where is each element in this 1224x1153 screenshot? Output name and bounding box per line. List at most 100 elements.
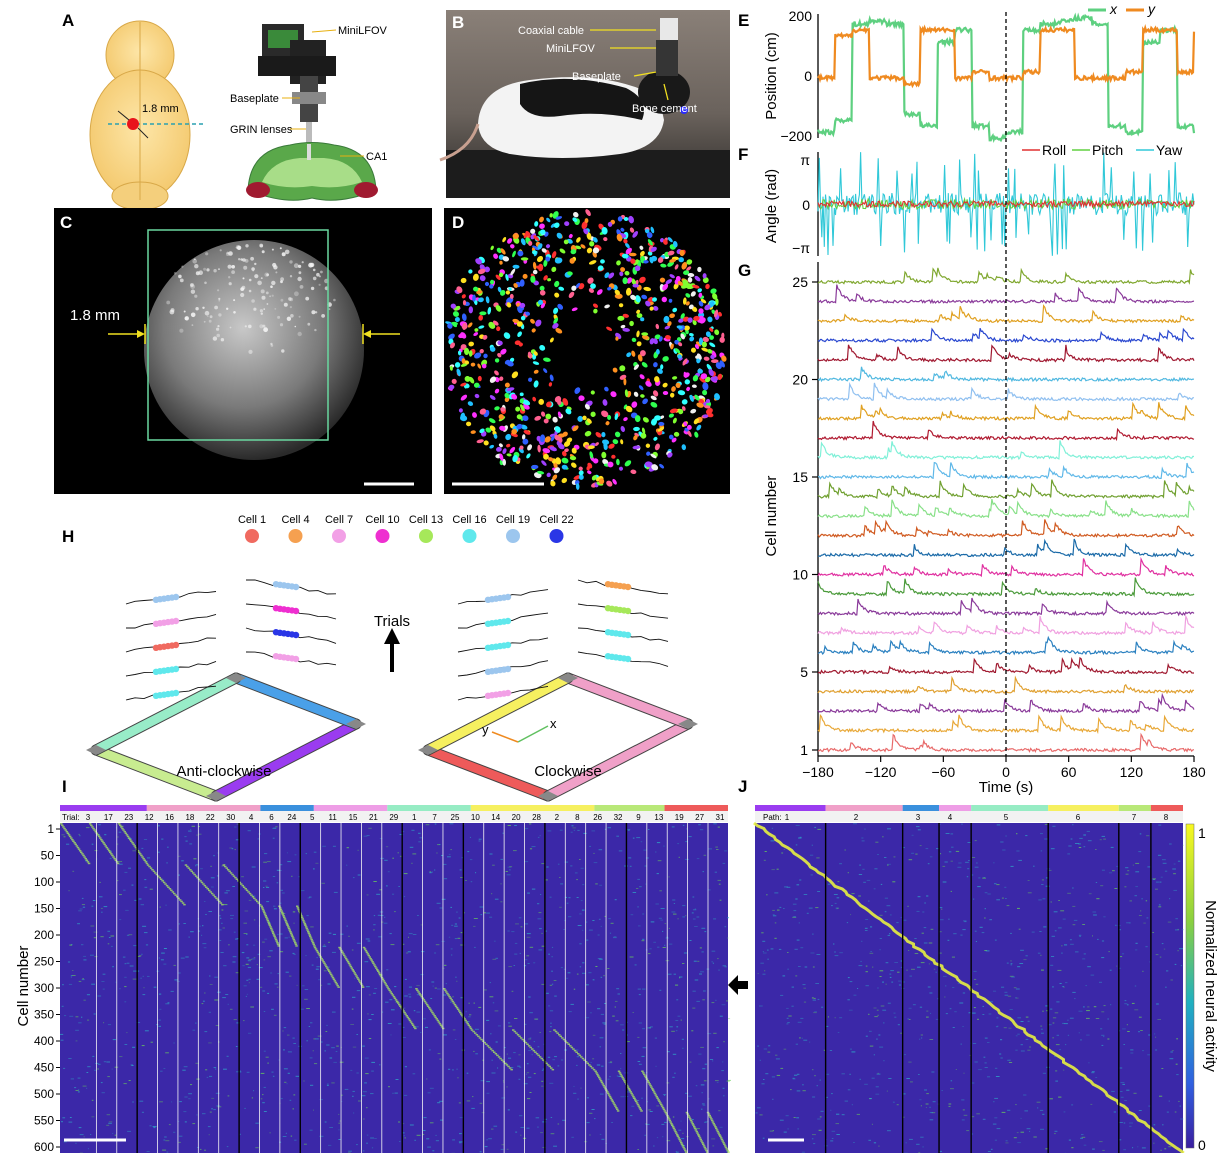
fov-circle bbox=[144, 240, 364, 460]
panel-f: F π 0 −π Angle (rad) Roll Pitch Yaw bbox=[738, 142, 1195, 256]
trials-arrow bbox=[384, 628, 400, 644]
cell-legend: Cell 1 Cell 4 Cell 7 Cell 10 Cell 13 Cell 16 C… bbox=[238, 514, 574, 543]
callout-minilfov-a: MiniLFOV bbox=[338, 25, 388, 37]
i-trial-label-11: 5 bbox=[310, 813, 315, 822]
i-trial-label-0: 3 bbox=[86, 813, 91, 822]
i-trial-lines bbox=[95, 823, 709, 1153]
i-trial-label-2: 23 bbox=[124, 813, 133, 822]
g-tick-20: 20 bbox=[792, 372, 808, 388]
cell-legend-label-1: Cell 4 bbox=[281, 514, 309, 526]
g-ylabel: Cell number bbox=[763, 476, 780, 557]
i-cell-tick-250: 250 bbox=[34, 955, 54, 969]
i-trial-label-9: 6 bbox=[269, 813, 274, 822]
roi-box bbox=[147, 229, 329, 441]
panel-j: J Path: 1 2 3 4 5 6 7 8 1 0 Normalized neural ac… bbox=[738, 777, 1219, 1153]
i-trial-label-28: 13 bbox=[654, 813, 663, 822]
callout-grin-lenses: GRIN lenses bbox=[230, 124, 293, 136]
callout-coaxial-cable: Coaxial cable bbox=[518, 25, 584, 37]
j-heatmap-activity bbox=[753, 821, 1185, 1153]
cell-legend-dot-7 bbox=[549, 529, 564, 543]
i-trial-label-18: 25 bbox=[451, 813, 460, 822]
i-trial-label-25: 26 bbox=[593, 813, 602, 822]
panel-g: G 25 20 15 10 5 1 Cell number −180 −120 −60 0 60 1… bbox=[738, 12, 1206, 796]
panel-d: D bbox=[444, 208, 730, 494]
i-trial-label-4: 16 bbox=[165, 813, 174, 822]
i-cell-tick-100: 100 bbox=[34, 875, 54, 889]
i-ylabel: Cell number bbox=[15, 946, 32, 1027]
i-trial-labels: 3 17 23 12 16 18 22 30 4 6 24 5 11 15 21 29 1 7 25 10 14 20 28… bbox=[86, 813, 725, 822]
fov-cells bbox=[166, 243, 336, 354]
legend-yaw: Yaw bbox=[1156, 142, 1183, 158]
i-cell-tick-150: 150 bbox=[34, 902, 54, 916]
cell-legend-label-3: Cell 10 bbox=[365, 514, 399, 526]
i-trial-label-23: 2 bbox=[555, 813, 560, 822]
miniscope-schematic bbox=[246, 24, 378, 201]
cell-legend-label-7: Cell 22 bbox=[539, 514, 573, 526]
clockwise-title: Clockwise bbox=[534, 763, 602, 780]
panel-c-label: C bbox=[60, 213, 72, 232]
legend-x: x bbox=[1109, 1, 1118, 17]
cell-legend-dot-3 bbox=[375, 529, 390, 543]
i-cell-tick-350: 350 bbox=[34, 1008, 54, 1022]
i-heatmap bbox=[60, 823, 728, 1153]
j-path-label-3: 4 bbox=[948, 813, 953, 822]
i-trial-label-29: 19 bbox=[675, 813, 684, 822]
g-tick-5: 5 bbox=[800, 664, 808, 680]
cell-legend-dot-6 bbox=[506, 529, 520, 543]
i-trial-label-21: 20 bbox=[512, 813, 521, 822]
segmented-cells bbox=[445, 209, 727, 490]
i-trial-label-13: 15 bbox=[349, 813, 358, 822]
panel-d-label: D bbox=[452, 213, 464, 232]
cell-number-ticks: 25 20 15 10 5 1 bbox=[792, 274, 818, 758]
i-trial-label-8: 4 bbox=[249, 813, 254, 822]
i-trial-label-22: 28 bbox=[532, 813, 541, 822]
callout-lines-a bbox=[282, 29, 364, 157]
j-path-bar bbox=[755, 805, 1183, 811]
panel-b-label: B bbox=[452, 13, 464, 32]
panel-i-label: I bbox=[62, 777, 67, 796]
callout-baseplate-a: Baseplate bbox=[230, 93, 279, 105]
i-trial-label-24: 8 bbox=[575, 813, 580, 822]
j-path-labels: Path: 1 2 3 4 5 6 7 8 bbox=[763, 813, 1169, 822]
i-trial-label-15: 29 bbox=[389, 813, 398, 822]
i-cell-tick-600: 600 bbox=[34, 1140, 54, 1153]
e-tick-0: 0 bbox=[804, 68, 812, 84]
cbar-label: Normalized neural activity bbox=[1202, 900, 1219, 1072]
panel-c-scale-text: 1.8 mm bbox=[70, 307, 120, 324]
i-cell-tick-500: 500 bbox=[34, 1087, 54, 1101]
i-trial-prefix: Trial: bbox=[62, 813, 79, 822]
h-axis-y: y bbox=[482, 722, 489, 737]
g-time-tick-0: −180 bbox=[802, 764, 834, 780]
g-time-tick-3: 0 bbox=[1002, 764, 1010, 780]
i-trial-label-17: 7 bbox=[432, 813, 437, 822]
i-trial-label-5: 18 bbox=[185, 813, 194, 822]
panel-c: 1.8 mm C bbox=[54, 208, 432, 494]
g-time-tick-6: 180 bbox=[1182, 764, 1206, 780]
g-xlabel: Time (s) bbox=[979, 779, 1033, 796]
j-path-label-4: 5 bbox=[1004, 813, 1009, 822]
i-cell-tick-550: 550 bbox=[34, 1114, 54, 1128]
i-heatmap-activity bbox=[60, 823, 731, 1153]
i-cell-tick-300: 300 bbox=[34, 981, 54, 995]
j-path-label-2: 3 bbox=[916, 813, 921, 822]
panel-i: I Trial: 3 17 23 12 16 18 22 30 4 6 24 5 11 15 21 29 1 7 2… bbox=[15, 777, 731, 1153]
e-tick-neg200: −200 bbox=[780, 128, 812, 144]
i-trial-label-14: 21 bbox=[369, 813, 378, 822]
cell-legend-dot-2 bbox=[332, 529, 346, 543]
e-tick-200: 200 bbox=[789, 8, 813, 24]
g-tick-1: 1 bbox=[800, 742, 808, 758]
i-cell-tick-400: 400 bbox=[34, 1034, 54, 1048]
i-cell-tick-1: 1 bbox=[47, 822, 54, 836]
panel-a: A 1.8 mm MiniLFOV bbox=[62, 11, 388, 211]
calcium-traces bbox=[817, 267, 1195, 753]
g-tick-10: 10 bbox=[792, 567, 808, 583]
i-trial-label-20: 14 bbox=[491, 813, 500, 822]
anti-clockwise-track bbox=[86, 579, 366, 802]
i-trial-label-19: 10 bbox=[471, 813, 480, 822]
j-path-label-7: 8 bbox=[1164, 813, 1169, 822]
i-trial-label-16: 1 bbox=[412, 813, 417, 822]
i-trial-label-26: 32 bbox=[614, 813, 623, 822]
callout-minilfov-b: MiniLFOV bbox=[546, 43, 596, 55]
